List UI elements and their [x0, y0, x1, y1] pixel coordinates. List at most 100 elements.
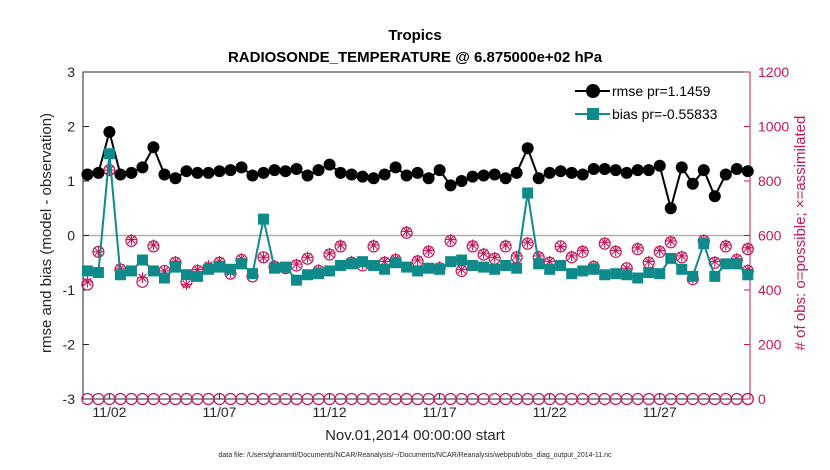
rmse-point: [730, 163, 743, 176]
y-axis-label-right: # of obs: o=possible; ×=assimilated: [792, 116, 809, 351]
rmse-point: [455, 175, 468, 187]
y-tick-label-right: 600: [758, 228, 782, 244]
bias-point: [654, 268, 666, 280]
y-tick-label-right: 200: [758, 337, 782, 353]
x-tick-label: 11/02: [92, 404, 126, 420]
bias-point: [731, 258, 743, 270]
rmse-point: [301, 169, 314, 182]
obs-assimilated-point: [676, 250, 688, 262]
obs-assimilated-point: [566, 250, 578, 262]
obs-assimilated-point: [544, 255, 556, 267]
rmse-point: [125, 166, 138, 179]
bias-point: [687, 270, 699, 282]
rmse-point: [708, 190, 721, 203]
obs-assimilated-point: [610, 244, 622, 256]
bias-point: [610, 268, 622, 280]
rmse-point: [290, 163, 303, 176]
bias-point: [291, 274, 303, 286]
rmse-point: [312, 164, 325, 177]
plot-area: -3 -2 -1 0 1 2 3 0 200 400 600 800 1000 1200 11/02 11/0…: [63, 64, 790, 420]
y-tick-label-left: 0: [67, 228, 75, 244]
bias-point: [180, 269, 192, 281]
bias-point: [489, 263, 501, 275]
bias-point: [434, 263, 446, 275]
rmse-point: [389, 161, 402, 174]
y-tick-label-right: 1200: [758, 64, 789, 80]
bias-point: [698, 238, 710, 250]
legend-rmse-marker: [586, 84, 600, 98]
rmse-point: [642, 164, 655, 177]
chart-subtitle: RADIOSONDE_TEMPERATURE @ 6.875000e+02 hP…: [228, 49, 603, 66]
x-tick-label: 11/27: [643, 404, 677, 420]
bias-point: [665, 252, 677, 264]
obs-assimilated-point: [577, 244, 589, 256]
rmse-point: [202, 166, 215, 179]
obs-assimilated-point: [291, 258, 303, 270]
rmse-point: [136, 161, 149, 174]
y-tick-label-right: 0: [758, 391, 766, 407]
legend: rmse pr=1.1459 bias pr=-0.55833: [568, 80, 740, 126]
obs-assimilated-point: [489, 251, 501, 263]
legend-bias-label: bias pr=-0.55833: [612, 106, 718, 122]
obs-assimilated-point: [599, 236, 611, 248]
bias-point: [357, 256, 369, 268]
rmse-point: [565, 166, 578, 179]
obs-assimilated-point: [742, 242, 754, 254]
rmse-point: [367, 172, 380, 185]
bias-point: [423, 262, 435, 274]
bias-point: [588, 263, 600, 275]
obs-assimilated-point: [169, 255, 181, 267]
obs-assimilated-point: [665, 235, 677, 247]
rmse-point: [378, 168, 391, 181]
rmse-point: [213, 165, 226, 178]
y-tick-label-right: 1000: [758, 119, 789, 135]
rmse-point: [411, 166, 424, 179]
rmse-point: [268, 164, 281, 177]
obs-assimilated-point: [423, 244, 435, 256]
obs-assimilated-point: [720, 239, 732, 251]
bias-point: [544, 263, 556, 275]
rmse-point: [180, 165, 193, 178]
rmse-point: [345, 168, 358, 181]
rmse-point: [543, 166, 556, 179]
rmse-point: [92, 166, 105, 179]
bias-point: [247, 268, 259, 280]
obs-assimilated-point: [478, 247, 490, 259]
rmse-point: [422, 172, 435, 185]
bias-point: [566, 268, 578, 280]
obs-assimilated-point: [654, 244, 666, 256]
obs-assimilated-point: [158, 265, 170, 277]
bias-point: [335, 259, 347, 271]
rmse-point: [466, 170, 479, 183]
obs-assimilated-point: [709, 255, 721, 267]
rmse-point: [191, 166, 204, 179]
rmse-point: [499, 172, 512, 185]
bias-point: [412, 265, 424, 277]
obs-assimilated-point: [456, 264, 468, 276]
obs-assimilated-point: [136, 272, 148, 284]
y-tick-label-left: 3: [67, 64, 75, 80]
bias-point: [213, 261, 225, 273]
rmse-point: [554, 165, 567, 178]
bias-point: [577, 265, 589, 277]
rmse-point: [653, 159, 666, 172]
rmse-point: [169, 172, 182, 185]
bias-point: [599, 269, 611, 281]
bias-point: [158, 272, 170, 284]
bias-point: [533, 258, 545, 270]
obs-assimilated-point: [81, 276, 93, 288]
rmse-point: [400, 169, 413, 182]
obs-assimilated-point: [467, 239, 479, 251]
y-tick-label-right: 400: [758, 282, 782, 298]
bias-point: [147, 265, 159, 277]
bias-point: [125, 265, 137, 277]
obs-assimilated-point: [401, 225, 413, 237]
bias-point: [456, 254, 468, 266]
bias-point: [346, 258, 358, 270]
obs-assimilated-point: [522, 236, 534, 248]
obs-assimilated-point: [368, 239, 380, 251]
bias-point: [522, 187, 534, 199]
obs-assimilated-point: [324, 247, 336, 259]
rmse-point: [488, 168, 501, 181]
